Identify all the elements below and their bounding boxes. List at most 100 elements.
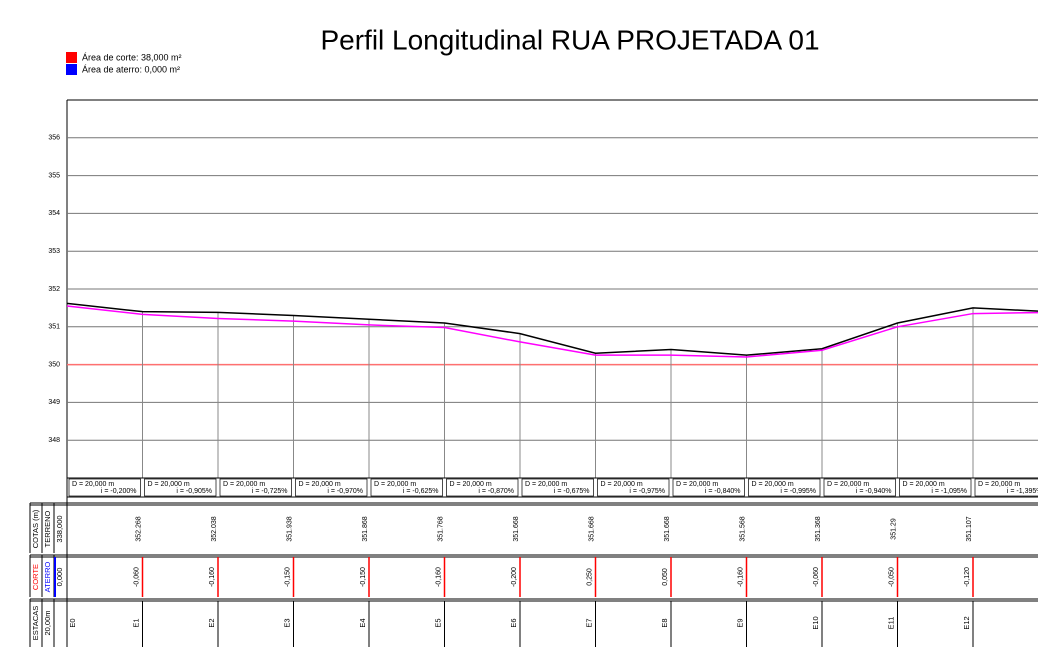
terrain-elevation: 351.768 [437,516,444,541]
legend-label: Área de corte: 38,000 m² [82,52,182,62]
cut-value: -0,160 [209,567,216,587]
segment-box [748,478,821,497]
segment-slope: i = -0,905% [176,488,212,495]
segment-distance: D = 20,000 m [72,481,114,488]
legend-swatch [66,64,77,75]
legend-label: Área de aterro: 0,000 m² [82,64,180,74]
terrain-elevation: 351.868 [362,516,369,541]
segment-slope: i = -0,725% [252,488,288,495]
segment-distance: D = 20,000 m [450,481,492,488]
row-header: 0,000 [55,568,64,587]
terrain-elevation: 351.668 [588,516,595,541]
terrain-elevation: 351.668 [664,516,671,541]
y-tick-label: 355 [48,172,60,179]
row-header: CORTE [31,564,40,590]
segment-slope: i = -0,940% [856,488,892,495]
cut-value: -0,150 [360,567,367,587]
y-tick-label: 348 [48,437,60,444]
stake-label: E7 [584,618,593,627]
y-tick-label: 353 [48,248,60,255]
segment-box [521,478,594,497]
stake-label: E0 [68,618,77,627]
stake-label: E5 [433,618,442,627]
segment-box [672,478,745,497]
segment-distance: D = 20,000 m [148,481,190,488]
terrain-elevation: 351.568 [739,516,746,541]
stake-label: E4 [358,618,367,627]
segment-distance: D = 20,000 m [903,481,945,488]
segment-slope: i = -1,095% [931,488,967,495]
segment-box [68,478,141,497]
cut-value: 0,050 [662,568,669,586]
cut-value: -0,200 [511,567,518,587]
segment-distance: D = 20,000 m [223,481,265,488]
segment-slope: i = -0,625% [403,488,439,495]
cut-value: -0,050 [888,567,895,587]
project-line [66,305,1038,358]
terrain-elevation: 351.29 [890,518,897,540]
row-header: COTAS (m) [31,509,40,548]
segment-slope: i = -0,870% [478,488,514,495]
y-tick-label: 350 [48,361,60,368]
stake-label: E9 [735,618,744,627]
cut-value: -0,150 [284,567,291,587]
segment-box [219,478,292,497]
terrain-elevation: 351.668 [513,516,520,541]
terrain-elevation: 351.368 [815,516,822,541]
segment-box [823,478,896,497]
y-tick-label: 351 [48,324,60,331]
stake-label: E10 [811,616,820,629]
terrain-elevation: 352.038 [211,516,218,541]
segment-distance: D = 20,000 m [827,481,869,488]
segment-slope: i = -0,975% [629,488,665,495]
terrain-elevation: 352.268 [135,516,142,541]
stake-label: E11 [886,617,895,630]
segment-distance: D = 20,000 m [299,481,341,488]
row-header: 20,00m [43,610,52,635]
segment-slope: i = -0,970% [327,488,363,495]
stake-label: E8 [660,618,669,627]
title: Perfil Longitudinal RUA PROJETADA 01 [320,24,819,55]
segment-slope: i = -0,840% [705,488,741,495]
segment-distance: D = 20,000 m [752,481,794,488]
segment-box [144,478,217,497]
segment-slope: i = -1,395% [1007,488,1038,495]
cut-value: -0,160 [435,567,442,587]
cut-value: -0,060 [813,567,820,587]
row-header: ESTACAS [31,606,40,640]
stake-label: E1 [131,618,140,627]
y-tick-label: 349 [48,399,60,406]
terrain-elevation: 351.938 [286,516,293,541]
segment-slope: i = -0,200% [101,488,137,495]
cut-value: -0,120 [964,567,971,587]
segment-distance: D = 20,000 m [601,481,643,488]
segment-box [974,478,1038,497]
y-tick-label: 356 [48,135,60,142]
stake-label: E6 [509,618,518,627]
legend-swatch [66,52,77,63]
segment-box [370,478,443,497]
segment-box [899,478,972,497]
segment-distance: D = 20,000 m [525,481,567,488]
cut-value: 0,250 [586,568,593,586]
segment-distance: D = 20,000 m [978,481,1020,488]
stake-label: E2 [207,618,216,627]
row-header: TERRENO [43,511,52,548]
segment-box [446,478,519,497]
terrain-elevation: 351.107 [966,516,973,541]
row-header: 338,000 [55,515,64,542]
segment-distance: D = 20,000 m [676,481,718,488]
segment-box [597,478,670,497]
y-tick-label: 352 [48,286,60,293]
cut-value: -0,060 [133,567,140,587]
segment-distance: D = 20,000 m [374,481,416,488]
stake-label: E12 [962,616,971,629]
stake-label: E3 [282,618,291,627]
segment-box [295,478,368,497]
segment-slope: i = -0,675% [554,488,590,495]
terrain-line [66,302,1038,356]
cut-value: -0,160 [737,567,744,587]
y-tick-label: 354 [48,210,60,217]
segment-slope: i = -0,995% [780,488,816,495]
